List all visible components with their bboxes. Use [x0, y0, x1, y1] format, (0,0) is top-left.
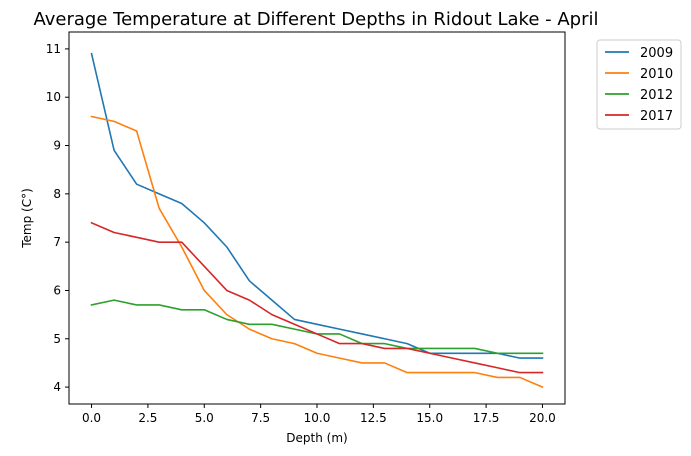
x-tick-label: 7.5 [251, 411, 270, 425]
y-axis: 4 5 6 7 8 9 10 11 [46, 42, 69, 394]
y-tick-label: 5 [53, 332, 61, 346]
x-tick-label: 12.5 [360, 411, 387, 425]
x-tick-label: 10.0 [304, 411, 331, 425]
x-axis: 0.0 2.5 5.0 7.5 10.0 12.5 15.0 17.5 20.0 [82, 404, 556, 425]
legend-label-2009: 2009 [640, 46, 673, 61]
x-tick-label: 0.0 [82, 411, 101, 425]
x-tick-label: 5.0 [195, 411, 214, 425]
y-tick-label: 7 [53, 235, 61, 249]
y-tick-label: 6 [53, 283, 61, 297]
series-line-2009 [90, 52, 544, 359]
x-tick-label: 17.5 [473, 411, 500, 425]
y-tick-label: 11 [46, 42, 61, 56]
series-line-2012 [90, 299, 544, 355]
legend-label-2017: 2017 [640, 109, 673, 124]
legend-label-2012: 2012 [640, 88, 673, 103]
x-tick-label: 2.5 [138, 411, 157, 425]
y-tick-label: 9 [53, 139, 61, 153]
series-line-2017 [90, 221, 544, 374]
y-tick-label: 10 [46, 90, 61, 104]
x-tick-label: 20.0 [529, 411, 556, 425]
y-axis-label: Temp (C°) [20, 188, 34, 249]
y-tick-label: 4 [53, 380, 61, 394]
series-line-2010 [90, 115, 544, 389]
y-tick-label: 8 [53, 187, 61, 201]
x-axis-label: Depth (m) [286, 431, 347, 445]
chart-title: Average Temperature at Different Depths … [34, 9, 599, 30]
x-tick-label: 15.0 [416, 411, 443, 425]
legend-frame [596, 39, 682, 130]
plot-frame [68, 31, 566, 405]
legend: 2009 2010 2012 2017 [596, 39, 682, 130]
plot-area [90, 52, 544, 389]
legend-label-2010: 2010 [640, 67, 673, 82]
